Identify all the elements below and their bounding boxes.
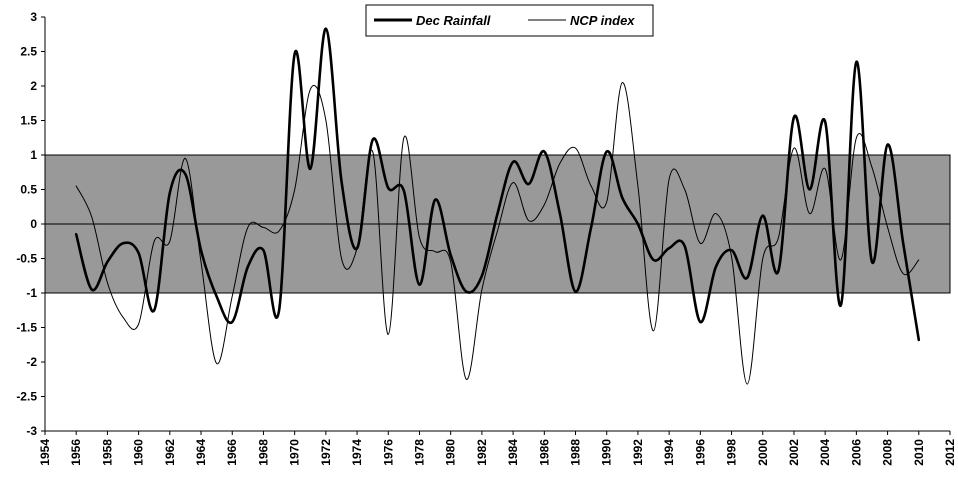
x-tick-label: 1976 bbox=[381, 439, 395, 466]
x-tick-label: 1962 bbox=[163, 439, 177, 466]
x-tick-label: 1966 bbox=[225, 439, 239, 466]
y-tick-label: -1.5 bbox=[16, 321, 37, 335]
x-tick-label: 1992 bbox=[631, 439, 645, 466]
x-tick-label: 1986 bbox=[537, 439, 551, 466]
y-tick-label: -1 bbox=[26, 286, 37, 300]
x-tick-label: 1968 bbox=[256, 439, 270, 466]
x-tick-label: 2010 bbox=[912, 439, 926, 466]
x-tick-label: 1964 bbox=[194, 439, 208, 466]
x-tick-label: 2000 bbox=[756, 439, 770, 466]
series-line-ncp-index bbox=[75, 82, 920, 385]
legend-label-dec-rainfall: Dec Rainfall bbox=[416, 13, 491, 28]
x-tick-label: 1978 bbox=[412, 439, 426, 466]
y-tick-label: 2.5 bbox=[20, 45, 37, 59]
y-tick-label: 3 bbox=[30, 10, 37, 24]
x-tick-label: 1954 bbox=[38, 439, 52, 466]
x-tick-label: 1958 bbox=[100, 439, 114, 466]
y-tick-label: 1.5 bbox=[20, 114, 37, 128]
y-tick-label: -3 bbox=[26, 424, 37, 438]
x-tick-label: 1972 bbox=[319, 439, 333, 466]
y-tick-label: -0.5 bbox=[16, 252, 37, 266]
x-tick-label: 1984 bbox=[506, 439, 520, 466]
y-tick-label: -2.5 bbox=[16, 390, 37, 404]
x-tick-label: 1974 bbox=[350, 439, 364, 466]
x-tick-label: 1960 bbox=[132, 439, 146, 466]
y-tick-label: 0 bbox=[30, 217, 37, 231]
x-tick-label: 1956 bbox=[69, 439, 83, 466]
x-tick-label: 2004 bbox=[818, 439, 832, 466]
x-tick-label: 2002 bbox=[787, 439, 801, 466]
x-tick-label: 2012 bbox=[943, 439, 957, 466]
x-tick-label: 1970 bbox=[288, 439, 302, 466]
x-tick-label: 1988 bbox=[569, 439, 583, 466]
x-tick-label: 1990 bbox=[600, 439, 614, 466]
x-tick-label: 2006 bbox=[849, 439, 863, 466]
series-line-dec-rainfall bbox=[74, 27, 921, 342]
x-tick-label: 1982 bbox=[475, 439, 489, 466]
y-tick-label: 2 bbox=[30, 79, 37, 93]
x-tick-label: 1998 bbox=[725, 439, 739, 466]
x-tick-label: 2008 bbox=[881, 439, 895, 466]
series-layer bbox=[74, 27, 921, 385]
y-tick-label: 0.5 bbox=[20, 183, 37, 197]
legend-label-ncp-index: NCP index bbox=[570, 13, 635, 28]
x-tick-label: 1994 bbox=[662, 439, 676, 466]
legend-box bbox=[365, 4, 654, 37]
y-tick-label: -2 bbox=[26, 355, 37, 369]
x-tick-label: 1980 bbox=[444, 439, 458, 466]
legend: Dec Rainfall NCP index bbox=[365, 4, 654, 37]
y-tick-label: 1 bbox=[30, 148, 37, 162]
x-tick-label: 1996 bbox=[693, 439, 707, 466]
